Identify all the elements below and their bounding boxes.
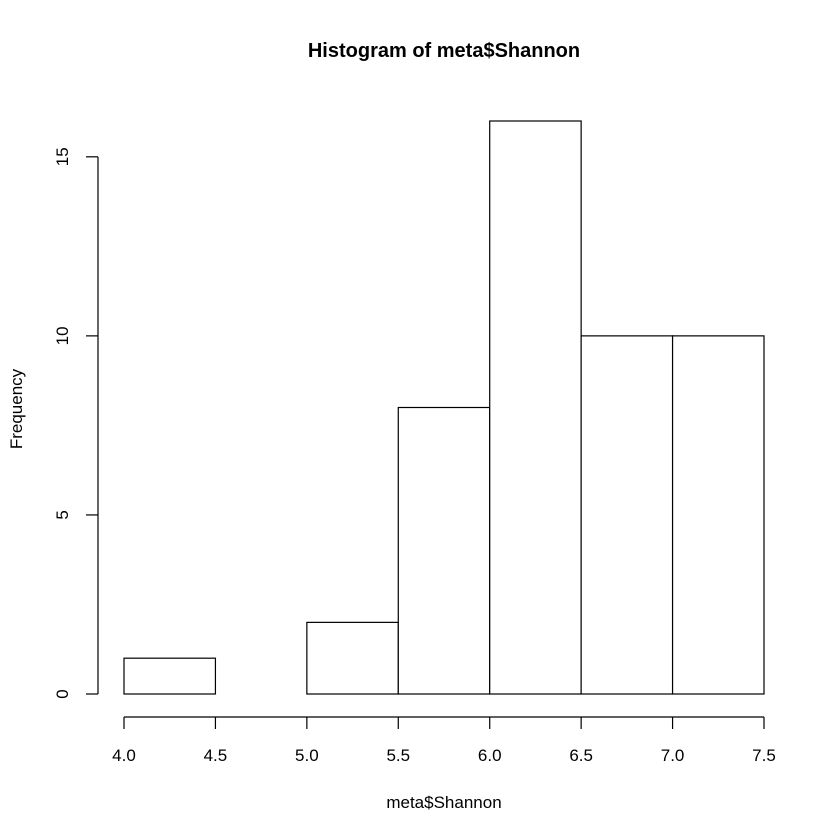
x-tick-label: 4.0 — [112, 746, 136, 765]
bars-group — [123, 120, 765, 695]
histogram-bar — [671, 335, 765, 695]
chart-title: Histogram of meta$Shannon — [308, 40, 580, 62]
x-tick-label: 4.5 — [204, 746, 228, 765]
x-axis: 4.0 4.5 5.0 5.5 6.0 6.5 7.0 7.5 — [112, 716, 776, 765]
x-axis-label: meta$Shannon — [386, 793, 501, 812]
histogram-bar — [397, 406, 491, 695]
y-tick-label: 15 — [53, 147, 72, 166]
y-axis-label: Frequency — [7, 368, 26, 449]
y-tick-label: 0 — [53, 689, 72, 698]
histogram-bar — [123, 657, 217, 695]
histogram-bar — [306, 621, 399, 695]
histogram-bar — [580, 335, 674, 695]
x-tick-label: 5.5 — [386, 746, 410, 765]
x-tick-label: 5.0 — [295, 746, 319, 765]
x-tick-label: 7.0 — [661, 746, 685, 765]
x-tick-label: 6.0 — [478, 746, 502, 765]
x-tick-label: 7.5 — [752, 746, 776, 765]
y-tick-label: 5 — [53, 510, 72, 519]
y-axis: 0 5 10 15 — [53, 147, 99, 699]
y-tick-label: 10 — [53, 326, 72, 345]
histogram-bar — [489, 120, 582, 695]
x-tick-label: 6.5 — [569, 746, 593, 765]
